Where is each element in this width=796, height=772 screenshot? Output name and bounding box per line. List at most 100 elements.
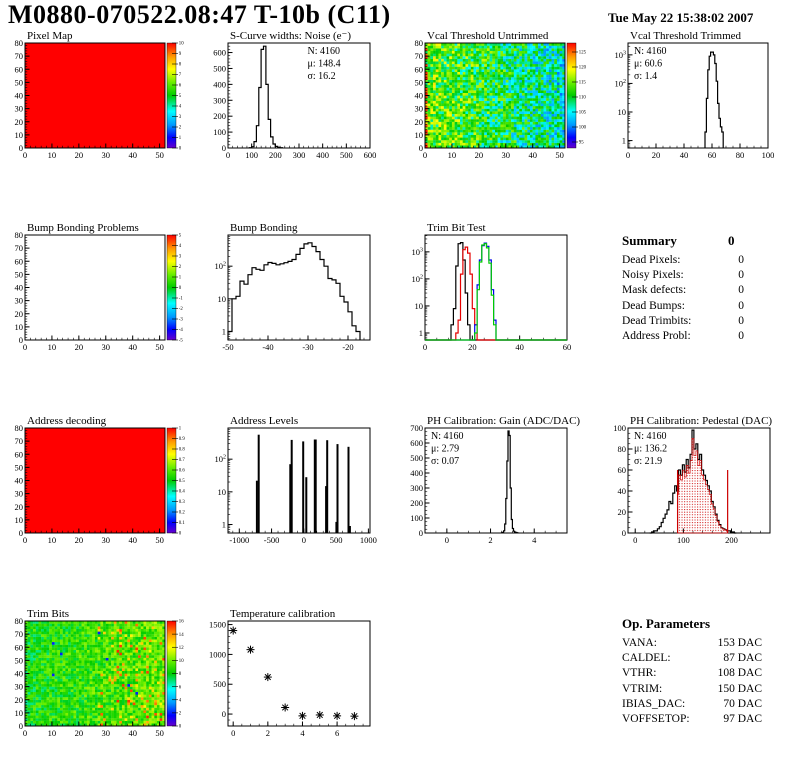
svg-text:μ: 2.79: μ: 2.79 xyxy=(431,444,459,455)
svg-text:0: 0 xyxy=(419,143,423,153)
svg-text:μ: 136.2: μ: 136.2 xyxy=(634,444,667,455)
svg-text:600: 600 xyxy=(213,48,226,58)
svg-text:0: 0 xyxy=(626,150,630,160)
svg-text:0: 0 xyxy=(226,150,230,160)
svg-text:N: 4160: N: 4160 xyxy=(634,431,667,442)
svg-text:70: 70 xyxy=(15,436,24,446)
svg-text:30: 30 xyxy=(102,150,111,160)
svg-text:0: 0 xyxy=(423,342,427,352)
svg-text:6: 6 xyxy=(179,84,182,89)
svg-text:0.3: 0.3 xyxy=(179,500,186,505)
svg-text:102: 102 xyxy=(215,454,227,464)
svg-text:7: 7 xyxy=(179,73,182,78)
svg-text:N: 4160: N: 4160 xyxy=(308,46,341,57)
svg-text:0: 0 xyxy=(19,335,23,345)
param-label: Dead Pixels: xyxy=(622,254,681,266)
param-label: VTHR: xyxy=(622,667,657,680)
svg-text:20: 20 xyxy=(618,507,627,517)
param-label: VANA: xyxy=(622,637,657,649)
svg-text:1: 1 xyxy=(179,136,182,141)
svg-text:80: 80 xyxy=(415,38,424,48)
svg-text:Vcal Threshold Trimmed: Vcal Threshold Trimmed xyxy=(630,30,742,42)
svg-text:10: 10 xyxy=(415,130,424,140)
svg-text:10: 10 xyxy=(15,322,24,332)
svg-text:N: 4160: N: 4160 xyxy=(634,46,667,57)
svg-text:400: 400 xyxy=(213,79,226,89)
param-value: 87 DAC xyxy=(723,652,762,665)
op-parameters-header: Op. Parameters xyxy=(622,616,762,632)
ph-calibration-pedestal-svg: PH Calibration: Pedestal (DAC) 0 100 200 0 20… xyxy=(613,415,772,545)
svg-text:0.6: 0.6 xyxy=(179,469,186,474)
param-row: Dead Pixels: 0 xyxy=(622,253,744,268)
plot-bump-bonding-problems: Bump Bonding Problems -5 -4 -3 -2 -1 0 1 2 3 4 5 0 10… xyxy=(0,222,199,362)
param-value: 0 xyxy=(738,314,744,327)
svg-text:8: 8 xyxy=(179,63,182,68)
svg-text:300: 300 xyxy=(213,95,226,105)
svg-text:σ: 0.07: σ: 0.07 xyxy=(431,456,459,467)
svg-text:30: 30 xyxy=(415,104,424,114)
svg-text:0: 0 xyxy=(179,286,182,291)
svg-text:10: 10 xyxy=(618,107,627,117)
svg-text:40: 40 xyxy=(618,486,627,496)
svg-text:100: 100 xyxy=(677,535,690,545)
param-row: IBIAS_DAC: 70 DAC xyxy=(622,697,762,712)
svg-text:40: 40 xyxy=(680,150,689,160)
svg-text:2: 2 xyxy=(179,265,182,270)
svg-text:Trim Bit Test: Trim Bit Test xyxy=(427,222,486,234)
svg-text:0: 0 xyxy=(23,150,27,160)
summary-header: Summary 0 xyxy=(622,233,744,249)
svg-text:600: 600 xyxy=(410,438,423,448)
page-title: M0880-070522.08:47 T-10b (C11) xyxy=(8,0,391,29)
svg-text:-40: -40 xyxy=(262,342,273,352)
svg-text:300: 300 xyxy=(293,150,306,160)
svg-text:125: 125 xyxy=(579,51,587,56)
svg-text:0.9: 0.9 xyxy=(179,437,186,442)
svg-text:50: 50 xyxy=(555,150,564,160)
param-label: IBIAS_DAC: xyxy=(622,697,686,710)
svg-text:0.2: 0.2 xyxy=(179,511,186,516)
plot-trim-bit-test: Trim Bit Test 0 20 40 60 1 10 102 103 xyxy=(400,222,599,362)
svg-text:500: 500 xyxy=(330,535,343,545)
svg-text:σ: 21.9: σ: 21.9 xyxy=(634,456,662,467)
svg-text:0: 0 xyxy=(302,535,306,545)
svg-text:0: 0 xyxy=(222,143,226,153)
param-value: 0 xyxy=(738,269,744,282)
trim-bit-test-svg: Trim Bit Test 0 20 40 60 1 10 102 103 xyxy=(412,222,572,352)
summary-title: Summary xyxy=(622,233,677,248)
svg-text:10: 10 xyxy=(15,130,24,140)
svg-text:40: 40 xyxy=(128,150,137,160)
svg-text:50: 50 xyxy=(15,77,24,87)
svg-text:115: 115 xyxy=(579,81,587,86)
svg-text:95: 95 xyxy=(579,141,584,146)
svg-text:-3: -3 xyxy=(179,318,184,323)
svg-text:4: 4 xyxy=(179,244,182,249)
svg-text:σ: 16.2: σ: 16.2 xyxy=(308,71,336,82)
svg-text:20: 20 xyxy=(415,117,424,127)
svg-text:Address Levels: Address Levels xyxy=(230,415,298,427)
svg-text:Address decoding: Address decoding xyxy=(27,415,107,427)
svg-text:20: 20 xyxy=(15,117,24,127)
plot-vcal-threshold-untrimmed: Vcal Threshold Untrimmed 95 100 105 110 115 12… xyxy=(400,30,599,170)
op-parameters-title: Op. Parameters xyxy=(622,616,711,631)
param-value: 70 DAC xyxy=(723,697,762,710)
svg-text:0.8: 0.8 xyxy=(179,448,186,453)
svg-text:60: 60 xyxy=(563,342,572,352)
vcal-threshold-trimmed-svg: Vcal Threshold Trimmed 0 20 40 60 80 100 1 10 102… xyxy=(615,30,775,160)
svg-text:20: 20 xyxy=(75,342,84,352)
svg-text:30: 30 xyxy=(102,535,111,545)
svg-text:400: 400 xyxy=(316,150,329,160)
svg-text:40: 40 xyxy=(528,150,537,160)
svg-text:μ: 148.4: μ: 148.4 xyxy=(308,59,341,70)
svg-text:N: 4160: N: 4160 xyxy=(431,431,464,442)
param-row: CALDEL: 87 DAC xyxy=(622,651,762,666)
svg-text:40: 40 xyxy=(515,342,524,352)
svg-text:-500: -500 xyxy=(264,535,280,545)
svg-text:30: 30 xyxy=(15,296,24,306)
param-row: VANA: 153 DAC xyxy=(622,636,762,651)
svg-text:-2: -2 xyxy=(179,307,184,312)
svg-text:400: 400 xyxy=(410,468,423,478)
svg-text:700: 700 xyxy=(410,423,423,433)
svg-text:Trim Bits: Trim Bits xyxy=(27,608,69,620)
